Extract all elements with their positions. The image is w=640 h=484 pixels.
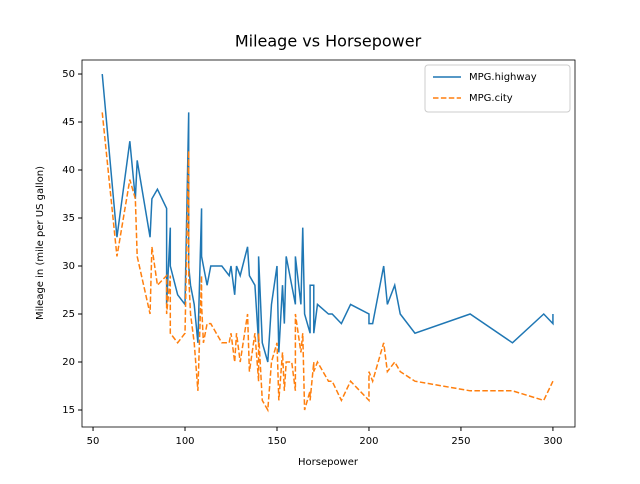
y-tick-label: 15 — [62, 405, 75, 416]
x-tick-label: 50 — [87, 436, 100, 447]
x-tick-label: 100 — [175, 436, 194, 447]
legend-box — [424, 64, 571, 113]
x-axis-label: Horsepower — [298, 457, 359, 468]
y-tick-label: 30 — [62, 261, 75, 272]
x-tick-label: 150 — [267, 436, 286, 447]
y-tick-label: 45 — [62, 117, 75, 128]
y-tick-label: 50 — [62, 69, 75, 80]
series-line — [101, 112, 554, 413]
plot-frame — [81, 59, 576, 428]
x-tick-label: 250 — [451, 436, 470, 447]
y-tick-label: 20 — [62, 357, 75, 368]
y-tick-label: 35 — [62, 213, 75, 224]
legend-label: MPG.city — [469, 93, 513, 104]
y-tick-label: 25 — [62, 309, 75, 320]
y-tick-label: 40 — [62, 165, 75, 176]
x-tick-label: 200 — [359, 436, 378, 447]
y-axis-label: Mileage in (mile per US gallon) — [35, 166, 46, 320]
x-tick-label: 300 — [543, 436, 562, 447]
chart-title: Mileage vs Horsepower — [235, 32, 422, 51]
series-line — [101, 73, 554, 363]
legend-label: MPG.highway — [469, 72, 537, 83]
